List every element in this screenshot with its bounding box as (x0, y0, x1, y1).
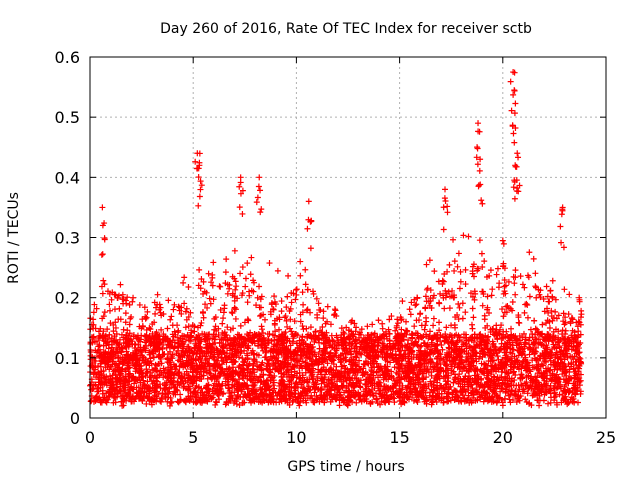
data-point (107, 320, 114, 327)
data-point (239, 264, 246, 271)
data-point (456, 285, 463, 292)
data-point (106, 331, 113, 338)
data-point (399, 298, 406, 305)
data-point (344, 402, 351, 409)
data-point (207, 300, 214, 307)
data-point (133, 384, 140, 391)
data-point (199, 330, 206, 337)
data-point (517, 273, 524, 280)
data-point (210, 296, 217, 303)
data-point (503, 303, 510, 310)
data-point (278, 308, 285, 315)
data-point (305, 383, 312, 390)
data-point (375, 317, 382, 324)
data-point (204, 304, 211, 311)
data-point (119, 291, 126, 298)
data-point (562, 314, 569, 321)
data-point (90, 316, 97, 323)
data-point (99, 290, 106, 297)
data-point (358, 326, 365, 333)
data-point (352, 353, 359, 360)
data-point (112, 324, 119, 331)
data-point (487, 347, 494, 354)
data-point (244, 299, 251, 306)
data-point (577, 331, 584, 338)
data-point (154, 368, 161, 375)
data-point (152, 361, 159, 368)
data-point (526, 249, 533, 256)
data-point (336, 402, 343, 409)
data-point (539, 321, 546, 328)
data-point (431, 268, 438, 275)
data-point (462, 281, 469, 288)
data-point (327, 398, 334, 405)
data-point (91, 301, 98, 308)
data-point (245, 317, 252, 324)
data-point (181, 300, 188, 307)
data-point (457, 268, 464, 275)
data-point (178, 310, 185, 317)
data-point (427, 378, 434, 385)
data-point (182, 348, 189, 355)
data-point (406, 306, 413, 313)
data-point (430, 315, 437, 322)
data-point (494, 353, 501, 360)
data-point (481, 258, 488, 265)
data-point (408, 299, 415, 306)
data-point (274, 267, 281, 274)
data-point (168, 313, 175, 320)
data-point (156, 306, 163, 313)
data-point (412, 302, 419, 309)
data-point (430, 292, 437, 299)
data-point (417, 343, 424, 350)
data-point (446, 305, 453, 312)
data-point (247, 271, 254, 278)
data-point (244, 260, 251, 267)
data-point (470, 273, 477, 280)
data-point (465, 392, 472, 399)
data-point (511, 280, 518, 287)
data-point (478, 250, 485, 257)
data-point (465, 233, 472, 240)
data-point (436, 319, 443, 326)
data-point (97, 325, 104, 332)
chart-title: Day 260 of 2016, Rate Of TEC Index for r… (160, 21, 532, 37)
data-point (436, 327, 443, 334)
data-point (387, 359, 394, 366)
data-point (577, 390, 584, 397)
data-point (386, 316, 393, 323)
data-point (302, 266, 309, 273)
data-point (287, 316, 294, 323)
data-point (499, 237, 506, 244)
data-point (175, 303, 182, 310)
data-point (513, 398, 520, 405)
data-point (285, 272, 292, 279)
data-point (505, 278, 512, 285)
data-points (87, 69, 585, 409)
data-point (231, 247, 238, 254)
data-point (187, 309, 194, 316)
data-point (319, 323, 326, 330)
data-point (253, 302, 260, 309)
grid-lines (90, 57, 606, 418)
data-point (297, 318, 304, 325)
data-point (450, 236, 457, 243)
data-point (484, 293, 491, 300)
data-point (136, 301, 143, 308)
data-point (260, 371, 267, 378)
data-point (307, 309, 314, 316)
data-point (476, 237, 483, 244)
data-point (171, 301, 178, 308)
data-point (101, 309, 108, 316)
data-point (167, 316, 174, 323)
data-point (292, 296, 299, 303)
data-point (291, 318, 298, 325)
data-point (237, 270, 244, 277)
data-point (283, 317, 290, 324)
data-point (232, 315, 239, 322)
data-point (547, 287, 554, 294)
